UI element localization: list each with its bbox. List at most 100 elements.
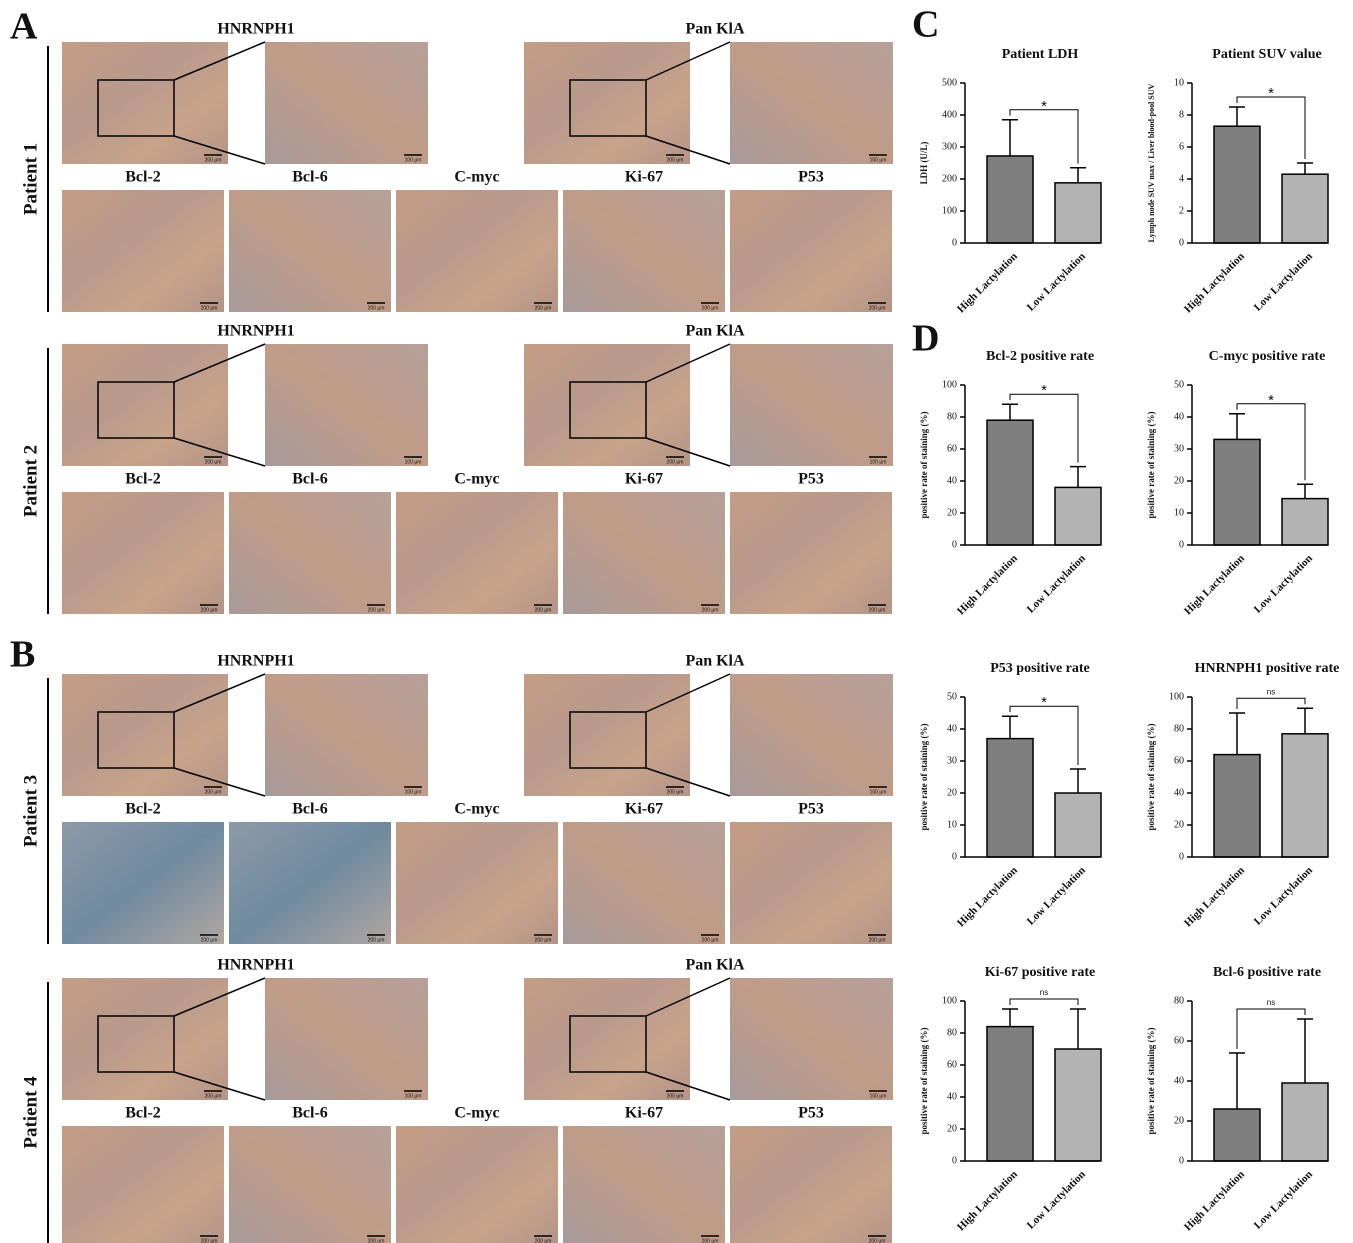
scale-bar-label: 200 μm <box>535 1238 552 1243</box>
bar <box>987 156 1033 243</box>
y-tick-label: 60 <box>1174 1035 1184 1046</box>
bar <box>987 1027 1033 1161</box>
stain-label: Pan KlA <box>685 653 745 670</box>
y-tick-label: 0 <box>952 1155 957 1166</box>
significance-label: * <box>1268 85 1274 102</box>
y-tick-label: 0 <box>1179 851 1184 862</box>
marker-label: Ki-67 <box>625 801 663 818</box>
y-tick-label: 100 <box>942 379 957 390</box>
bar <box>1214 439 1260 545</box>
marker-label: P53 <box>798 471 824 488</box>
y-axis-label: positive rate of staining (%) <box>1146 412 1156 519</box>
micrograph <box>396 822 558 944</box>
y-tick-label: 8 <box>1179 109 1184 120</box>
scale-bar-label: 200 μm <box>702 305 719 311</box>
stain-label: HNRNPH1 <box>217 21 294 38</box>
marker-label: Ki-67 <box>625 1105 663 1122</box>
y-axis-label: positive rate of staining (%) <box>1146 1028 1156 1135</box>
error-bar <box>1229 713 1245 755</box>
y-tick-label: 0 <box>952 851 957 862</box>
y-axis-label: positive rate of staining (%) <box>1146 724 1156 831</box>
y-axis-label: LDH (U/L) <box>919 142 929 185</box>
micrograph <box>62 1126 224 1243</box>
scale-bar-label: 100 μm <box>405 157 422 163</box>
chart-title: P53 positive rate <box>990 661 1090 676</box>
patient-label: Patient 4 <box>20 1076 41 1149</box>
y-tick-label: 30 <box>947 755 957 766</box>
error-bar <box>1002 404 1018 420</box>
y-tick-label: 0 <box>1179 237 1184 248</box>
x-tick-label: High Lactylation <box>955 864 1020 929</box>
y-tick-label: 400 <box>942 109 957 120</box>
marker-label: Ki-67 <box>625 471 663 488</box>
micrograph <box>730 492 892 614</box>
bar <box>1055 1049 1101 1161</box>
scale-bar-label: 200 μm <box>667 459 684 465</box>
marker-label: C-myc <box>454 801 499 818</box>
y-tick-label: 20 <box>1174 1115 1184 1126</box>
marker-label: Bcl-2 <box>125 471 161 488</box>
y-axis-label: positive rate of staining (%) <box>919 1028 929 1135</box>
scale-bar-label: 200 μm <box>869 607 886 613</box>
significance-bracket <box>1010 999 1078 1005</box>
bar <box>1214 1109 1260 1161</box>
panel-label: D <box>912 318 939 360</box>
micrograph <box>730 344 893 466</box>
scale-bar-label: 200 μm <box>201 305 218 311</box>
scale-bar-label: 100 μm <box>405 1093 422 1099</box>
scale-bar-label: 200 μm <box>205 1093 222 1099</box>
y-tick-label: 80 <box>1174 723 1184 734</box>
scale-bar-label: 200 μm <box>535 607 552 613</box>
y-tick-label: 20 <box>947 787 957 798</box>
x-tick-label: Low Lactylation <box>1252 864 1315 927</box>
error-bar <box>1070 467 1086 488</box>
y-tick-label: 60 <box>947 1059 957 1070</box>
bar <box>1282 174 1328 243</box>
marker-label: P53 <box>798 1105 824 1122</box>
significance-label: ns <box>1040 988 1048 997</box>
y-tick-label: 20 <box>1174 475 1184 486</box>
patient-label: Patient 2 <box>20 445 41 517</box>
panel-label: A <box>10 6 38 48</box>
y-tick-label: 40 <box>947 475 957 486</box>
chart-title: Bcl-2 positive rate <box>986 349 1094 364</box>
y-tick-label: 10 <box>947 819 957 830</box>
micrograph <box>265 674 428 796</box>
x-tick-label: Low Lactylation <box>1252 552 1315 615</box>
micrograph <box>265 978 428 1100</box>
significance-label: * <box>1268 392 1274 409</box>
figure: ABCDPatient 1HNRNPH1200 μm100 μmPan KlA2… <box>0 0 1353 1243</box>
micrograph <box>563 822 725 944</box>
y-tick-label: 60 <box>1174 755 1184 766</box>
error-bar <box>1229 414 1245 440</box>
micrograph <box>229 1126 391 1243</box>
bar <box>1282 499 1328 545</box>
y-tick-label: 80 <box>947 411 957 422</box>
y-tick-label: 0 <box>1179 539 1184 550</box>
y-tick-label: 40 <box>1174 1075 1184 1086</box>
scale-bar-label: 100 μm <box>405 459 422 465</box>
y-tick-label: 2 <box>1179 205 1184 216</box>
marker-label: Bcl-6 <box>292 169 328 186</box>
y-tick-label: 40 <box>947 1091 957 1102</box>
chart-title: Patient LDH <box>1002 47 1079 62</box>
chart-title: C-myc positive rate <box>1209 349 1326 364</box>
chart-title: Bcl-6 positive rate <box>1213 965 1321 980</box>
patient-label: Patient 3 <box>20 775 41 847</box>
scale-bar-label: 200 μm <box>205 157 222 163</box>
error-bar <box>1297 708 1313 734</box>
bar <box>1214 755 1260 857</box>
panel-label: B <box>10 634 35 676</box>
micrograph <box>524 674 690 796</box>
panel-label: C <box>912 4 939 46</box>
x-tick-label: Low Lactylation <box>1252 250 1315 313</box>
y-tick-label: 200 <box>942 173 957 184</box>
micrograph <box>563 492 725 614</box>
y-tick-label: 80 <box>947 1027 957 1038</box>
scale-bar-label: 200 μm <box>201 607 218 613</box>
bar <box>1055 793 1101 857</box>
y-tick-label: 500 <box>942 77 957 88</box>
marker-label: C-myc <box>454 1105 499 1122</box>
marker-label: Bcl-2 <box>125 169 161 186</box>
y-tick-label: 100 <box>1169 691 1184 702</box>
